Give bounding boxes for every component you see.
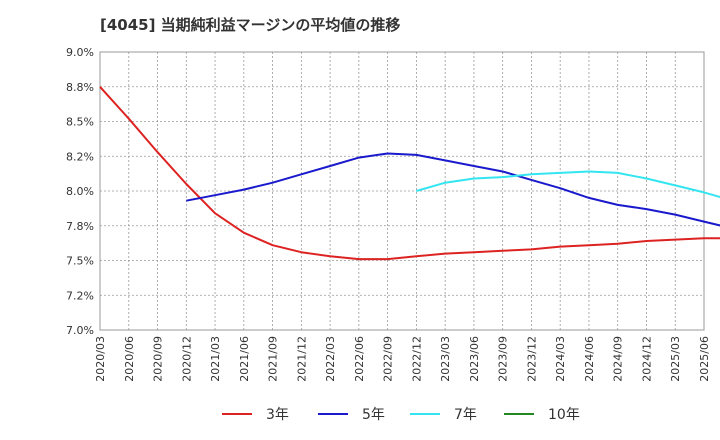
x-tick-label: 2023/06 xyxy=(468,336,481,382)
series-line-3年 xyxy=(99,86,720,261)
x-tick-label: 2024/12 xyxy=(640,336,653,382)
y-tick-label: 7.5% xyxy=(66,255,94,268)
y-tick-label: 9.0% xyxy=(66,46,94,59)
y-tick-label: 8.2% xyxy=(66,150,94,163)
x-tick-label: 2021/09 xyxy=(267,336,280,382)
x-tick-label: 2021/03 xyxy=(209,336,222,382)
series-line-5年 xyxy=(186,152,720,227)
y-tick-label: 8.8% xyxy=(66,81,94,94)
x-tick-label: 2024/06 xyxy=(583,336,596,382)
y-axis-ticks: 9.0% 8.8% 8.5% 8.2% 8.0% 7.8% 7.5% 7.2% 7.0% xyxy=(66,46,94,337)
x-tick-label: 2023/03 xyxy=(439,336,452,382)
legend: 3年 5年 7年 10年 xyxy=(222,407,580,423)
y-tick-label: 7.8% xyxy=(66,220,94,233)
x-tick-label: 2023/12 xyxy=(525,336,538,382)
x-tick-label: 2024/03 xyxy=(554,336,567,382)
legend-label-7年: 7年 xyxy=(454,407,477,423)
legend-label-5年: 5年 xyxy=(362,407,385,423)
x-tick-label: 2025/03 xyxy=(669,336,682,382)
x-tick-label: 2022/09 xyxy=(382,336,395,382)
x-tick-label: 2025/06 xyxy=(698,336,711,382)
grid-lines xyxy=(99,51,705,331)
x-tick-label: 2020/12 xyxy=(180,336,193,382)
legend-label-10年: 10年 xyxy=(548,407,580,423)
x-tick-label: 2021/06 xyxy=(238,336,251,382)
series-lines xyxy=(99,86,720,261)
x-tick-label: 2020/06 xyxy=(123,336,136,382)
x-tick-label: 2020/03 xyxy=(94,336,107,382)
y-tick-label: 8.0% xyxy=(66,185,94,198)
x-axis-ticks: 2020/03 2020/06 2020/09 2020/12 2021/03 2021/… xyxy=(94,336,711,382)
y-tick-label: 7.2% xyxy=(66,289,94,302)
x-tick-label: 2020/09 xyxy=(152,336,165,382)
y-tick-label: 7.0% xyxy=(66,324,94,337)
y-tick-label: 8.5% xyxy=(66,116,94,129)
x-tick-label: 2024/09 xyxy=(612,336,625,382)
chart-title: [4045] 当期純利益マージンの平均値の推移 xyxy=(100,16,401,34)
x-tick-label: 2022/12 xyxy=(410,336,423,382)
x-tick-label: 2022/06 xyxy=(353,336,366,382)
x-tick-label: 2022/03 xyxy=(324,336,337,382)
x-tick-label: 2021/12 xyxy=(295,336,308,382)
legend-label-3年: 3年 xyxy=(266,407,289,423)
x-tick-label: 2023/09 xyxy=(497,336,510,382)
series-line-7年 xyxy=(416,170,720,199)
